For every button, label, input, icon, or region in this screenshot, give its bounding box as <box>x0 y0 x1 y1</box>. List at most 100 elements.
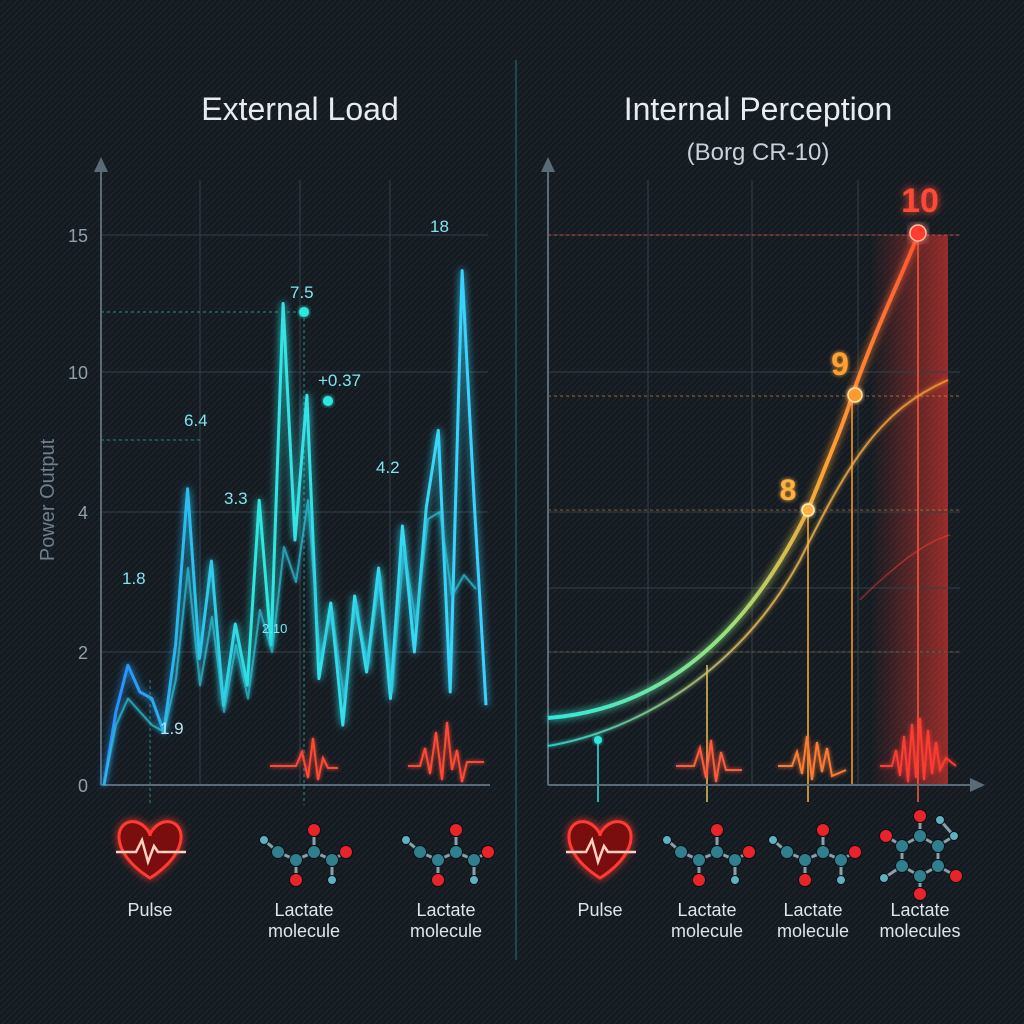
icon-label: Lactate <box>274 900 333 920</box>
molecule-atom <box>710 845 724 859</box>
molecule-atom <box>816 845 830 859</box>
lactate-molecule-icon <box>662 823 756 887</box>
molecule-atom <box>848 845 862 859</box>
molecule-atom <box>481 845 495 859</box>
molecule-atom <box>431 853 445 867</box>
molecule-atom <box>742 845 756 859</box>
ecg-trace <box>270 737 338 781</box>
molecule-atom <box>768 835 778 845</box>
rpe-curve <box>547 234 920 720</box>
right-panel-title: Internal Perception <box>624 91 893 127</box>
molecule-atom <box>449 845 463 859</box>
molecule-atom <box>431 873 445 887</box>
molecule-atom <box>949 831 959 841</box>
heart-pulse-icon <box>566 820 636 880</box>
molecule-atom <box>913 829 927 843</box>
rpe-labels: 8 9 10 <box>780 182 939 507</box>
icon-label: molecule <box>671 921 743 941</box>
molecule-atom <box>327 875 337 885</box>
heart-shape <box>117 820 183 880</box>
right-dashed-guides <box>548 234 960 653</box>
molecule-atom <box>836 875 846 885</box>
left-peak-markers <box>299 307 333 406</box>
icon-label: Lactate <box>890 900 949 920</box>
rpe-label: 9 <box>831 346 849 382</box>
molecule-atom <box>401 835 411 845</box>
right-icon-row: Pulse LactatemoleculeLactatemoleculeLacta… <box>566 809 963 941</box>
left-y-axis-arrow <box>94 157 108 172</box>
data-label: 2.10 <box>262 621 287 636</box>
ecg-trace <box>676 739 742 783</box>
series-line-secondary <box>103 499 477 786</box>
icon-label: Pulse <box>577 900 622 920</box>
molecule-atom <box>469 875 479 885</box>
data-label: 1.8 <box>122 569 146 588</box>
rpe-label: 10 <box>901 182 939 220</box>
molecule-atom <box>339 845 353 859</box>
y-tick-label: 15 <box>68 226 88 246</box>
molecule-atom <box>798 873 812 887</box>
molecule-atom <box>325 853 339 867</box>
series-line-main <box>102 269 488 786</box>
molecule-atom <box>289 853 303 867</box>
molecule-atom <box>913 887 927 901</box>
peak-marker <box>323 396 333 406</box>
molecule-atom <box>895 839 909 853</box>
molecule-atom <box>895 859 909 873</box>
rpe-baseline-curve <box>547 379 949 747</box>
data-label: 4.2 <box>376 458 400 477</box>
ecg-trace <box>880 717 957 783</box>
molecule-atom <box>259 835 269 845</box>
molecule-atom <box>798 853 812 867</box>
peak-marker <box>299 307 309 317</box>
molecule-atom <box>307 845 321 859</box>
molecule-atom <box>674 845 688 859</box>
icon-label: molecule <box>410 921 482 941</box>
molecule-atom <box>730 875 740 885</box>
right-panel-subtitle: (Borg CR-10) <box>687 139 830 166</box>
data-label: +0.37 <box>318 371 361 390</box>
molecule-atom <box>931 839 945 853</box>
lactate-molecule-icon <box>768 823 862 887</box>
molecule-atom <box>710 823 724 837</box>
icon-label: molecule <box>777 921 849 941</box>
ecg-trace <box>408 721 484 783</box>
molecule-atom <box>913 809 927 823</box>
heart-shape <box>567 820 633 880</box>
rpe-point <box>801 503 815 517</box>
molecule-atom <box>834 853 848 867</box>
data-label: 7.5 <box>290 283 314 302</box>
molecule-atom <box>467 853 481 867</box>
molecule-atom <box>728 853 742 867</box>
icon-label: molecules <box>879 921 960 941</box>
y-tick-label: 2 <box>78 643 88 663</box>
molecule-atom <box>879 873 889 883</box>
molecule-atom <box>780 845 794 859</box>
rpe-label: 8 <box>780 474 797 507</box>
ecg-trace <box>778 735 847 781</box>
molecule-atom <box>692 853 706 867</box>
icon-label: Lactate <box>677 900 736 920</box>
y-tick-label: 0 <box>78 776 88 796</box>
lactate-molecule-icon <box>401 823 495 887</box>
icon-label: Lactate <box>783 900 842 920</box>
left-y-ticks: 15 10 4 2 0 <box>68 226 88 796</box>
molecule-atom <box>307 823 321 837</box>
molecule-atom <box>816 823 830 837</box>
data-label: 1.9 <box>160 719 184 738</box>
right-y-axis-arrow <box>541 157 555 172</box>
rpe-points <box>801 224 927 517</box>
curve-start-marker <box>594 736 602 744</box>
data-label: 6.4 <box>184 411 208 430</box>
molecule-atom <box>949 869 963 883</box>
left-data-labels: 1.8 1.9 6.4 3.3 2.10 7.5 +0.37 4.2 18 <box>122 217 449 738</box>
right-x-axis-arrow <box>970 778 985 792</box>
molecule-atom <box>271 845 285 859</box>
icon-label: molecule <box>268 921 340 941</box>
rpe-point <box>847 387 863 403</box>
molecule-atom <box>913 869 927 883</box>
y-axis-label: Power Output <box>37 438 59 561</box>
molecule-atom <box>692 873 706 887</box>
